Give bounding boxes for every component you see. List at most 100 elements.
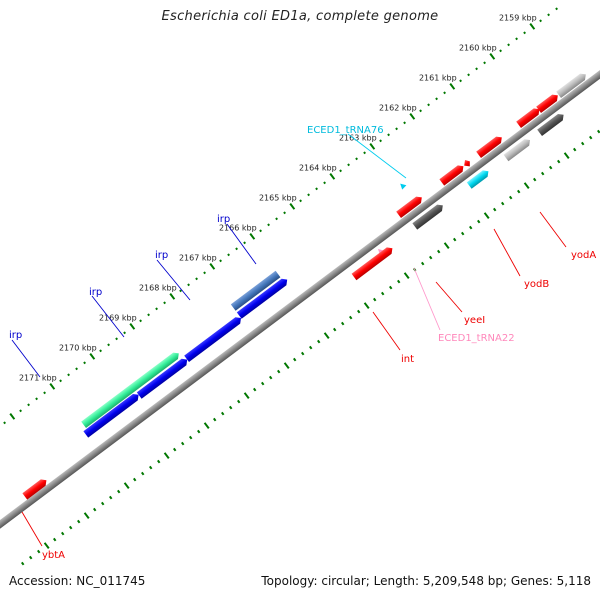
accession-label: Accession: NC_011745 (9, 574, 146, 588)
inner-minor-tick (556, 159, 561, 164)
gene-irp-blue-1[interactable] (236, 276, 290, 319)
inner-major-tick (563, 152, 570, 159)
label-yeeI: yeeI (464, 315, 485, 326)
label-irp-2: irp (89, 287, 102, 298)
inner-minor-tick (101, 501, 105, 506)
inner-major-tick (523, 182, 530, 189)
kbp-label-2167: 2167 kbp (179, 253, 217, 262)
inner-minor-tick (460, 231, 465, 236)
kbp-major-tick (209, 263, 216, 270)
label-yodB: yodB (524, 279, 549, 290)
kbp-minor-tick (3, 421, 7, 425)
kbp-minor-tick (507, 43, 510, 47)
inner-major-tick (483, 212, 490, 219)
kbp-minor-tick (459, 79, 462, 83)
gene-lightgray-fwd[interactable] (556, 71, 588, 98)
kbp-minor-tick (43, 391, 47, 395)
inner-minor-tick (21, 561, 25, 566)
gene-lightgray-yodA[interactable] (503, 137, 533, 162)
kbp-minor-tick (307, 193, 310, 197)
kbp-minor-tick (355, 157, 358, 161)
kbp-minor-tick (203, 271, 206, 275)
inner-major-tick (363, 302, 370, 309)
kbp-label-2170: 2170 kbp (59, 343, 97, 352)
kbp-minor-tick (107, 343, 111, 347)
gene-darkgray-yeeI[interactable] (412, 202, 445, 230)
inner-minor-tick (69, 525, 73, 530)
inner-minor-tick (181, 441, 185, 446)
kbp-minor-tick (67, 373, 71, 377)
gene-red-fwd-5[interactable] (516, 106, 542, 128)
kbp-minor-tick (115, 337, 119, 341)
inner-minor-tick (516, 189, 521, 194)
kbp-major-tick (489, 52, 496, 60)
kbp-minor-tick (139, 319, 143, 323)
inner-minor-tick (500, 201, 505, 206)
inner-minor-tick (396, 279, 401, 284)
inner-minor-tick (77, 519, 81, 524)
inner-minor-tick (468, 225, 473, 230)
gene-irp-green[interactable] (81, 350, 181, 429)
kbp-major-tick (169, 293, 176, 300)
kbp-minor-tick (147, 313, 151, 317)
kbp-label-2168: 2168 kbp (139, 283, 177, 292)
gene-red-fwd-6[interactable] (536, 92, 560, 113)
trna76-marker[interactable] (399, 181, 407, 190)
kbp-minor-tick (187, 283, 190, 287)
gene-red-fwd-4[interactable] (476, 134, 504, 158)
kbp-minor-tick (427, 103, 430, 107)
gene-irp-steel[interactable] (230, 270, 281, 311)
kbp-minor-tick (59, 379, 63, 383)
gene-red-fwd-3[interactable] (462, 158, 472, 169)
inner-minor-tick (540, 171, 545, 176)
gene-red-rev-int[interactable] (351, 245, 395, 281)
inner-minor-tick (237, 399, 241, 404)
inner-minor-tick (261, 381, 265, 386)
label-trna76: ECED1_tRNA76 (307, 125, 384, 136)
inner-minor-tick (508, 195, 513, 200)
kbp-major-tick (369, 142, 376, 150)
kbp-minor-tick (83, 361, 87, 365)
gene-irp-blue-4[interactable] (136, 356, 190, 399)
kbp-minor-tick (347, 163, 350, 167)
inner-major-tick (123, 482, 130, 490)
kbp-minor-tick (27, 403, 31, 407)
kbp-minor-tick (275, 217, 278, 221)
kbp-minor-tick (363, 151, 366, 155)
gene-red-fwd-1[interactable] (396, 194, 424, 218)
inner-minor-tick (492, 207, 497, 212)
kbp-minor-tick (35, 397, 39, 401)
gene-irp-blue-2[interactable] (184, 315, 243, 363)
kbp-minor-tick (435, 97, 438, 101)
gene-cyan-yodB[interactable] (466, 168, 491, 189)
inner-minor-tick (420, 261, 425, 266)
inner-minor-tick (357, 309, 361, 314)
kbp-minor-tick (315, 187, 318, 191)
inner-minor-tick (476, 219, 481, 224)
kbp-scale-inner (21, 129, 600, 566)
kbp-minor-tick (403, 121, 406, 125)
inner-major-tick (43, 542, 50, 550)
inner-minor-tick (173, 447, 177, 452)
inner-minor-tick (301, 351, 305, 356)
inner-major-tick (83, 512, 90, 520)
inner-minor-tick (372, 297, 377, 302)
gene-darkgray-rev-2[interactable] (537, 112, 566, 136)
gene-irp-blue-3[interactable] (83, 392, 141, 438)
gene-red-fwd-2[interactable] (439, 163, 465, 186)
inner-minor-tick (157, 459, 161, 464)
kbp-major-tick (289, 203, 296, 210)
inner-minor-tick (572, 147, 577, 152)
inner-minor-tick (293, 357, 297, 362)
inner-minor-tick (532, 177, 537, 182)
kbp-minor-tick (499, 49, 502, 53)
kbp-minor-tick (227, 253, 230, 257)
genome-backbone (0, 63, 600, 536)
inner-minor-tick (349, 315, 353, 320)
map-title: Escherichia coli ED1a, complete genome (161, 9, 439, 24)
inner-minor-tick (580, 141, 585, 146)
kbp-major-tick (529, 22, 536, 30)
label-int: int (401, 354, 414, 365)
inner-minor-tick (452, 237, 457, 242)
gene-red-rev-ybtA[interactable] (22, 477, 48, 500)
